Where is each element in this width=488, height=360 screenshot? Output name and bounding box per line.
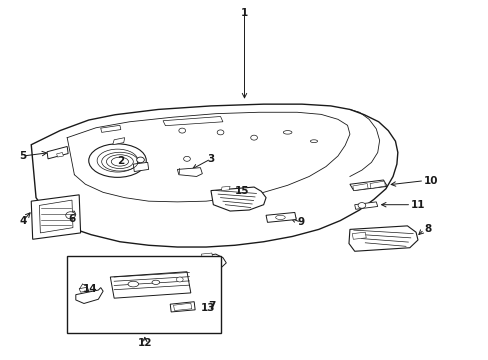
Polygon shape (177, 168, 202, 176)
Polygon shape (221, 186, 230, 190)
Bar (67, 256, 220, 333)
Text: 1: 1 (241, 9, 247, 18)
Circle shape (250, 135, 257, 140)
Circle shape (136, 157, 144, 163)
Ellipse shape (275, 215, 285, 220)
Polygon shape (57, 153, 63, 157)
Circle shape (217, 130, 224, 135)
Ellipse shape (128, 281, 138, 287)
Polygon shape (352, 184, 367, 190)
Polygon shape (40, 200, 73, 233)
Circle shape (179, 128, 185, 133)
Text: 3: 3 (207, 154, 214, 164)
Text: 13: 13 (200, 303, 214, 313)
Circle shape (183, 156, 190, 161)
Text: 5: 5 (20, 151, 27, 161)
Text: 11: 11 (410, 200, 425, 210)
Polygon shape (210, 187, 265, 211)
Polygon shape (31, 195, 81, 239)
Polygon shape (110, 272, 190, 298)
Polygon shape (170, 302, 195, 312)
Polygon shape (351, 232, 366, 239)
Polygon shape (349, 180, 386, 190)
Text: 12: 12 (137, 338, 152, 348)
Polygon shape (112, 138, 124, 145)
Text: 9: 9 (297, 217, 304, 227)
Circle shape (176, 277, 183, 282)
Ellipse shape (152, 280, 160, 284)
Circle shape (357, 203, 365, 208)
Text: 8: 8 (424, 224, 430, 234)
Polygon shape (190, 254, 226, 271)
Polygon shape (101, 125, 121, 132)
Text: 10: 10 (424, 176, 438, 186)
Polygon shape (369, 181, 385, 189)
Text: 14: 14 (82, 284, 97, 294)
Polygon shape (64, 211, 76, 220)
Text: 6: 6 (68, 214, 76, 224)
Polygon shape (163, 117, 223, 126)
Polygon shape (76, 288, 103, 303)
Ellipse shape (310, 140, 317, 143)
Circle shape (65, 212, 75, 219)
Text: 7: 7 (208, 301, 215, 311)
Polygon shape (348, 226, 417, 251)
Ellipse shape (97, 149, 138, 172)
Polygon shape (173, 303, 191, 311)
Polygon shape (79, 287, 89, 292)
Polygon shape (133, 162, 148, 171)
Polygon shape (265, 212, 296, 222)
Text: 4: 4 (20, 216, 27, 226)
Text: 15: 15 (234, 186, 249, 196)
Text: 2: 2 (117, 156, 124, 166)
Polygon shape (201, 253, 212, 258)
Ellipse shape (283, 131, 291, 134)
Polygon shape (31, 104, 397, 247)
Polygon shape (47, 147, 68, 159)
Ellipse shape (89, 144, 146, 177)
Polygon shape (354, 202, 377, 209)
